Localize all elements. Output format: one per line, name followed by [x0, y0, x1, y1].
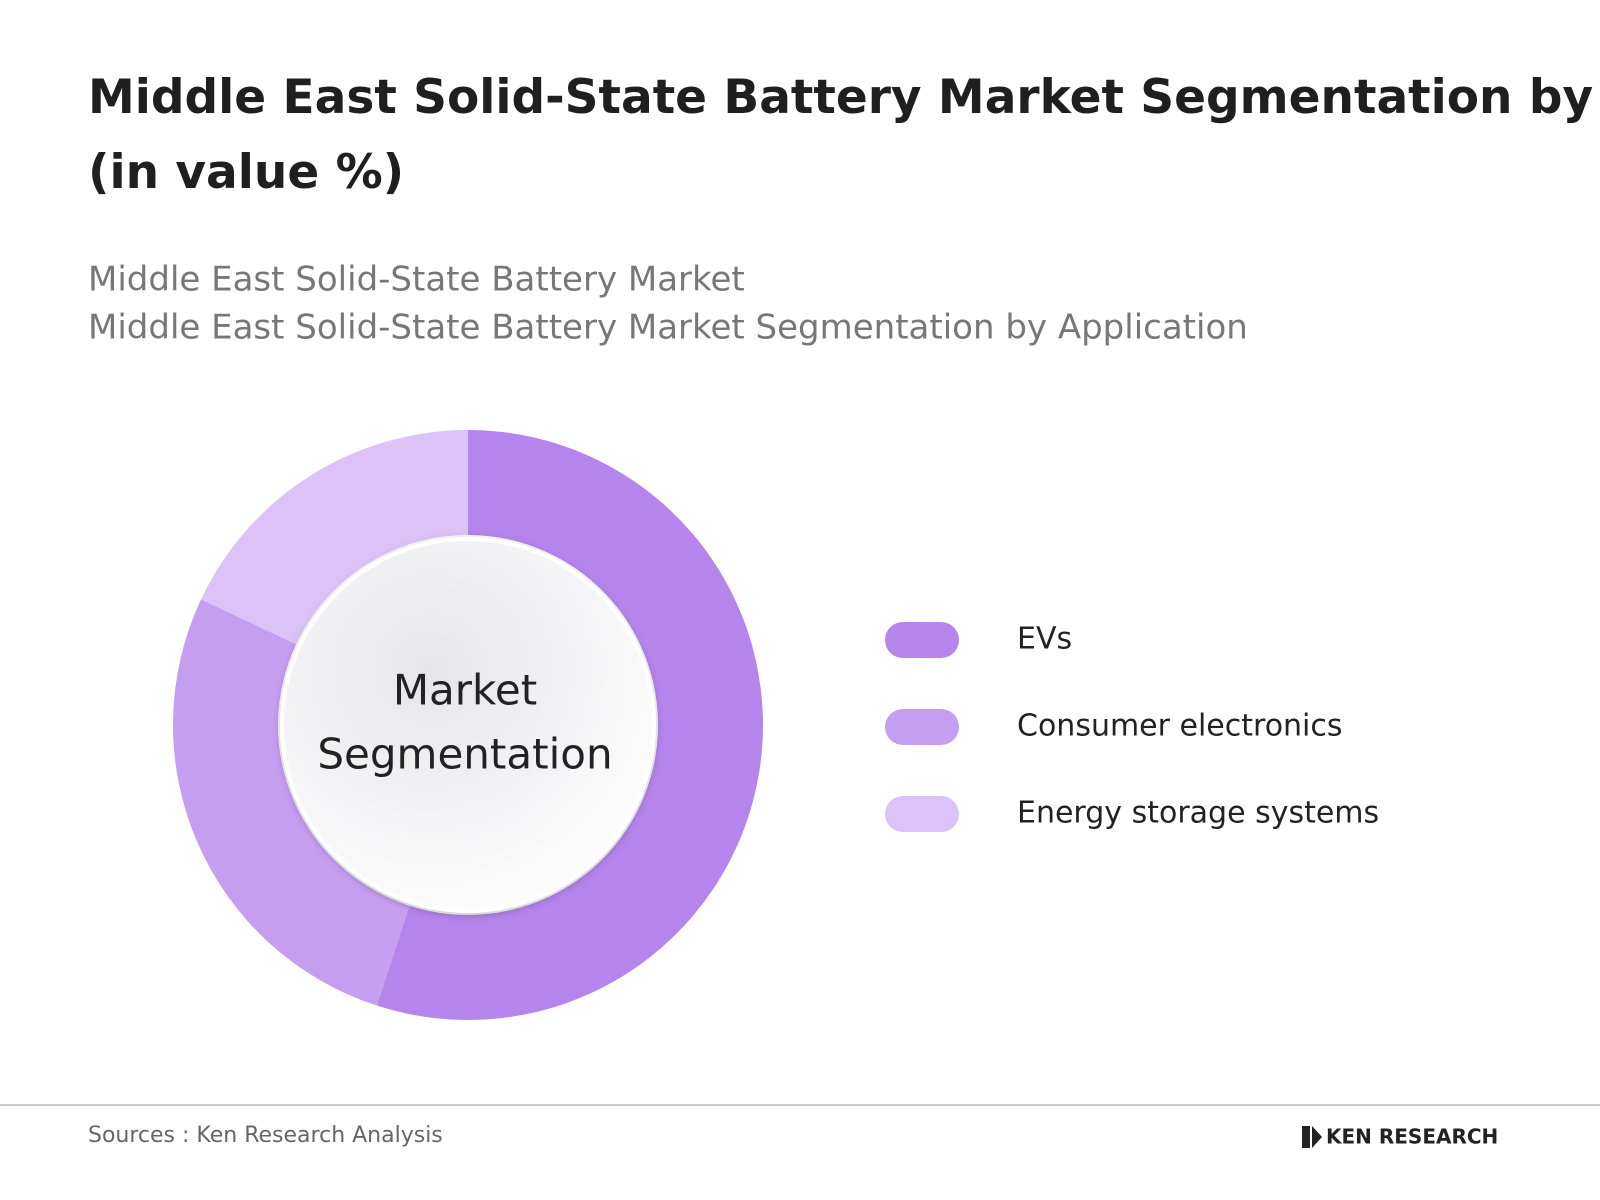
center-label: Segmentation: [317, 730, 612, 779]
center-label: Market: [393, 666, 537, 715]
donut: Market Segmentation: [172, 430, 764, 1020]
donut-segment: [172, 599, 410, 1006]
source: Sources : Ken Research Analysis: [88, 1123, 443, 1148]
legend-label: EVs: [1017, 622, 1072, 657]
legend: EVs Consumer electronics Energy storage sy…: [885, 622, 1379, 832]
legend-label: Consumer electronics: [1017, 709, 1343, 744]
legend-label: Energy storage systems: [1017, 796, 1379, 831]
legend-swatch: [885, 796, 959, 832]
logo-icon: [1302, 1126, 1322, 1148]
subtitle: Middle East Solid-State Battery Market: [88, 260, 745, 300]
brand: KEN RESEARCH: [1326, 1125, 1498, 1149]
legend-swatch: [885, 622, 959, 658]
subtitle: Middle East Solid-State Battery Market S…: [88, 308, 1248, 348]
legend-swatch: [885, 709, 959, 745]
donut-segment: [376, 430, 764, 1020]
center-disc: [280, 537, 656, 913]
chart-title: Middle East Solid-State Battery Market S…: [88, 70, 1600, 200]
donut-segment: [201, 430, 468, 645]
logo: KEN RESEARCH: [1302, 1125, 1498, 1149]
